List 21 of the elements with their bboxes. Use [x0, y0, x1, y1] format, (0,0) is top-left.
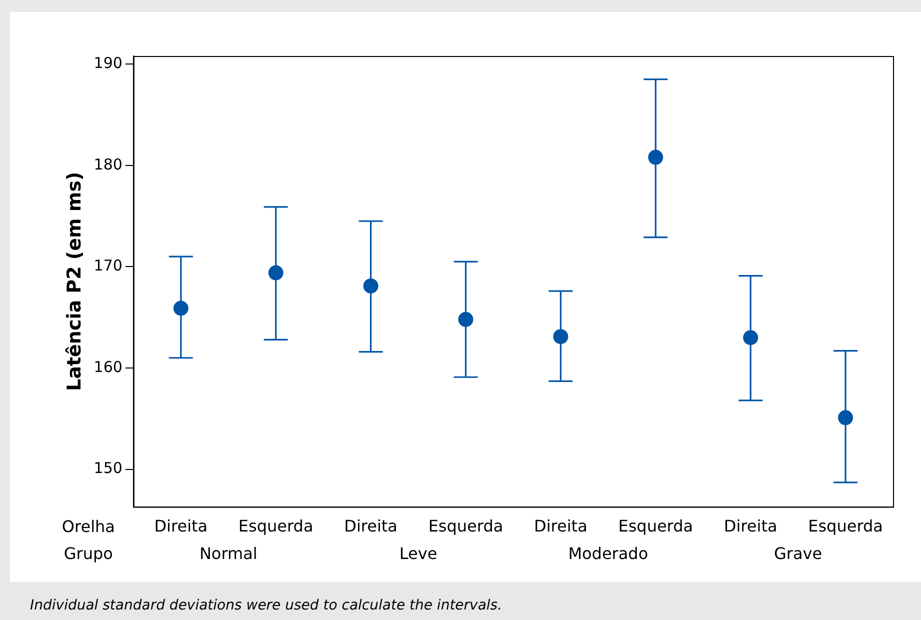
y-axis-title: Latência P2 (em ms) [63, 172, 86, 391]
x-tick-label: Esquerda [808, 516, 883, 536]
x-tick-label: Direita [154, 516, 208, 536]
y-tick-label: 170 [94, 256, 122, 275]
text: Grupo [64, 544, 113, 563]
x-tick-label: Direita [344, 516, 398, 536]
text: Grave [774, 544, 822, 563]
x-tick-label: Esquerda [618, 516, 694, 536]
text: Moderado [568, 544, 648, 563]
y-tick-label: 190 [94, 54, 122, 72]
text: Normal [199, 544, 258, 563]
y-tick-label: 180 [94, 155, 122, 174]
y-tick-label: 160 [94, 358, 122, 376]
y-tick-label: 150 [94, 459, 122, 478]
x-tick-label: Esquerda [428, 516, 504, 536]
x-tick-label: Direita [724, 516, 778, 536]
text: Individual standard deviations were used to calculate the intervals. [30, 598, 502, 614]
text: Leve [399, 544, 438, 563]
x-tick-label: Direita [534, 516, 588, 536]
x-tick-label: Esquerda [238, 516, 314, 536]
text: Orelha [62, 516, 115, 536]
